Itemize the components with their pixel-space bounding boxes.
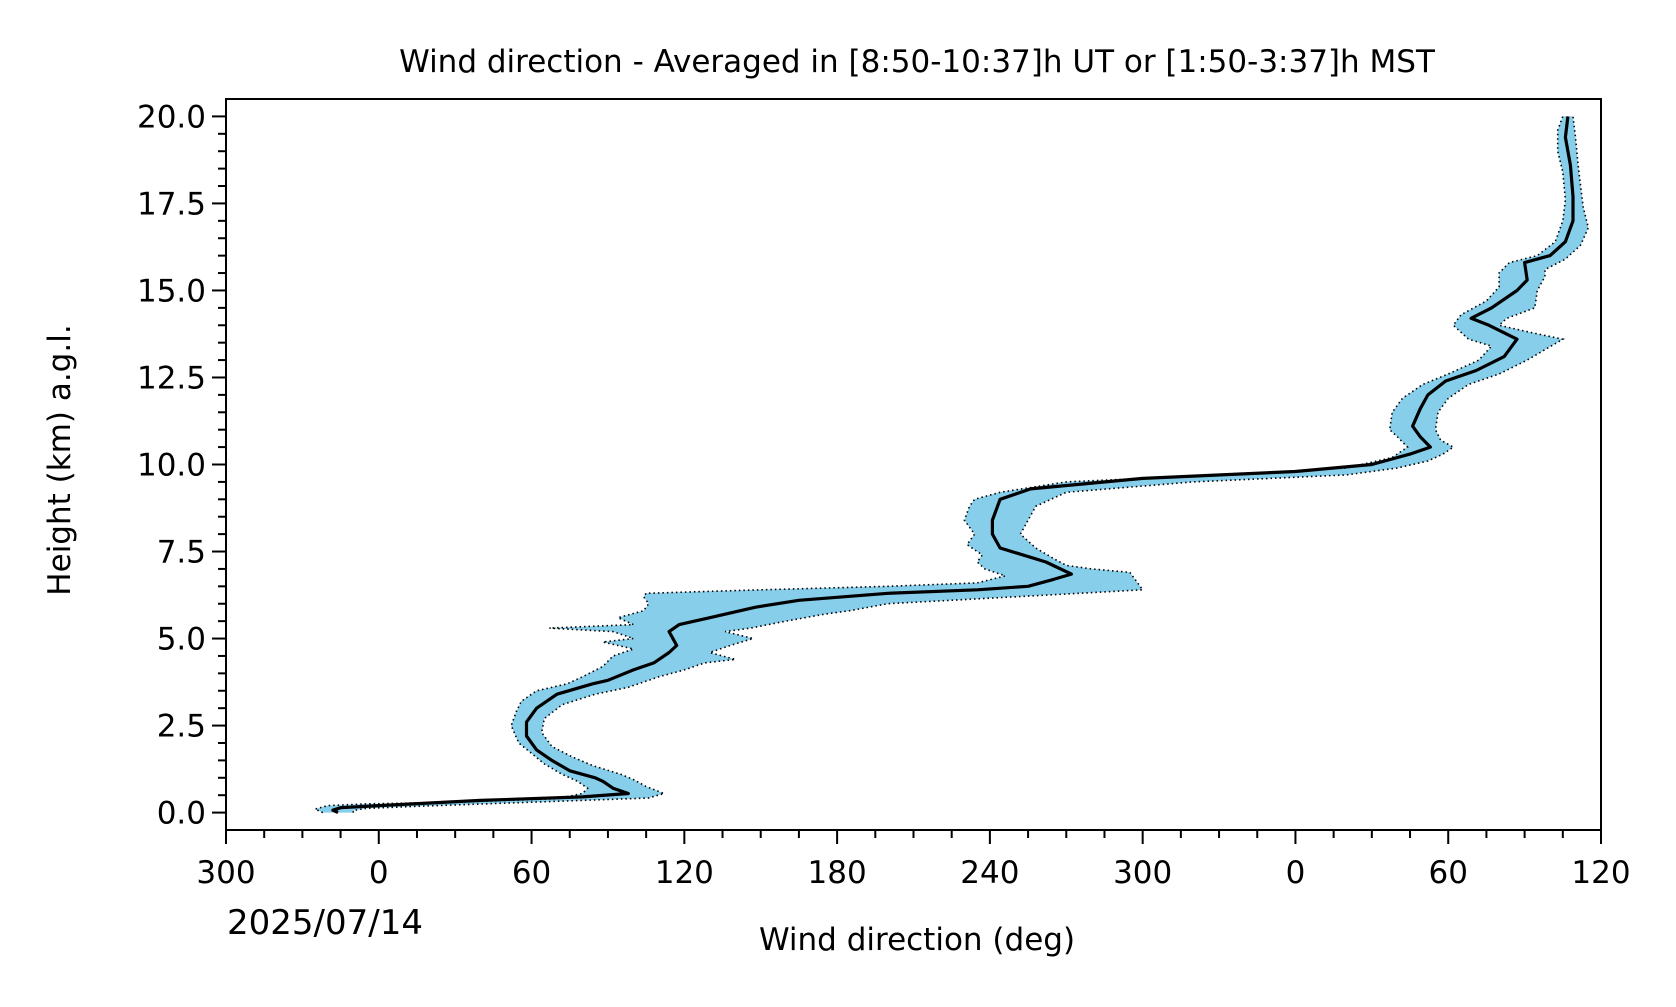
chart-title: Wind direction - Averaged in [8:50-10:37…	[399, 44, 1436, 80]
x-tick-label: 300	[196, 855, 255, 891]
x-tick-label: 60	[1428, 855, 1467, 891]
y-tick-label: 2.5	[157, 709, 206, 745]
date-label: 2025/07/14	[227, 903, 423, 943]
x-tick-label: 120	[1571, 855, 1630, 891]
y-tick-label: 15.0	[137, 273, 206, 309]
x-tick-label: 0	[369, 855, 389, 891]
mean-line-layer	[331, 116, 1575, 815]
x-tick-label: 180	[808, 855, 867, 891]
y-tick-label: 10.0	[137, 448, 206, 484]
x-tick-label: 240	[960, 855, 1019, 891]
y-tick-label: 0.0	[157, 796, 206, 832]
x-tick-label: 0	[1286, 855, 1306, 891]
x-tick-label: 60	[512, 855, 551, 891]
x-axis-ticks: 300 0 60 120 180 240 300 0 60 120	[196, 830, 1631, 891]
y-tick-label: 20.0	[137, 99, 206, 135]
x-tick-label: 120	[655, 855, 714, 891]
y-tick-label: 17.5	[137, 186, 206, 222]
y-tick-label: 7.5	[157, 535, 206, 571]
uncertainty-band-layer	[312, 116, 1590, 814]
uncertainty-band	[315, 116, 1589, 813]
y-tick-label: 5.0	[157, 622, 206, 658]
y-axis-ticks: 0.0 2.5 5.0 7.5 10.0 12.5 15.0 17.5 20.0	[137, 99, 226, 832]
y-axis-label: Height (km) a.g.l.	[42, 324, 78, 595]
mean-wind-direction-line	[331, 116, 1575, 815]
x-axis-label: Wind direction (deg)	[759, 922, 1075, 958]
x-tick-label: 300	[1113, 855, 1172, 891]
lower-bound-line	[312, 116, 1567, 814]
y-tick-label: 12.5	[137, 360, 206, 396]
